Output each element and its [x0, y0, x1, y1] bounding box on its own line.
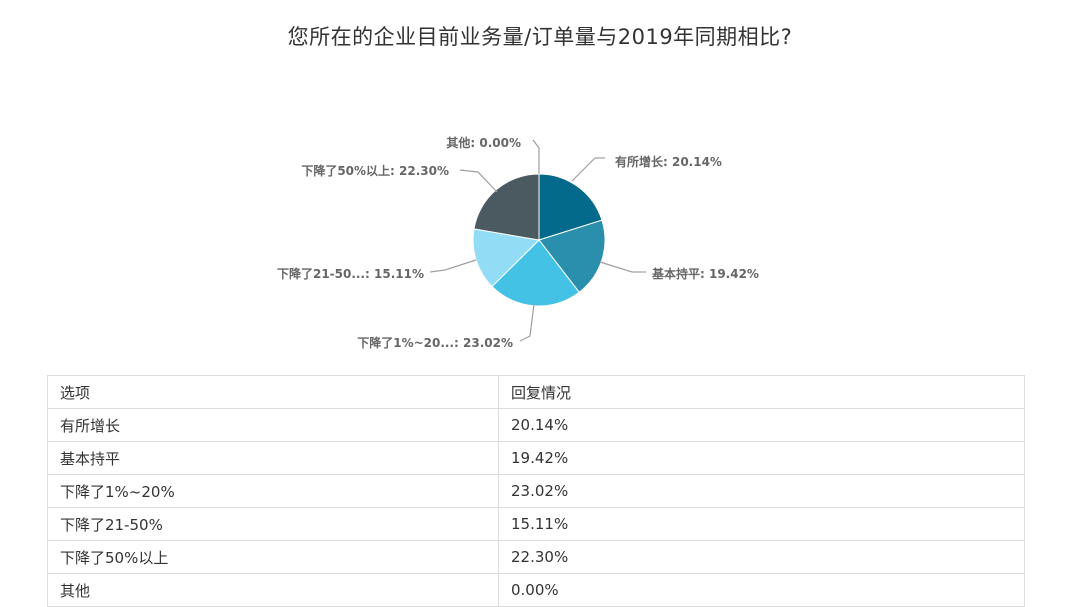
table-row: 下降了21-50% 15.11% — [47, 507, 1025, 541]
value-cell: 19.42% — [498, 441, 1025, 475]
value-cell: 23.02% — [498, 474, 1025, 508]
pie-leader-line — [599, 261, 646, 273]
value-cell: 15.11% — [498, 507, 1025, 541]
option-cell: 下降了21-50% — [47, 507, 499, 541]
pie-slice-2[interactable] — [538, 219, 606, 294]
pie-label: 基本持平: 19.42% — [651, 266, 759, 281]
table-row: 下降了1%~20% 23.02% — [47, 474, 1025, 508]
pie-leader-line — [571, 157, 605, 182]
results-table: 选项 回复情况 有所增长 20.14% 基本持平 19.42% 下降了1%~20… — [47, 375, 1025, 607]
pie-label: 其他: 0.00% — [446, 135, 521, 150]
header-option: 选项 — [47, 375, 499, 409]
pie-slice-1[interactable] — [538, 173, 603, 241]
header-response: 回复情况 — [498, 375, 1025, 409]
value-cell: 20.14% — [498, 408, 1025, 442]
pie-leader-line — [429, 259, 477, 273]
table-row: 基本持平 19.42% — [47, 441, 1025, 475]
pie-leader-line — [519, 303, 535, 342]
chart-title: 您所在的企业目前业务量/订单量与2019年同期相比? — [287, 25, 793, 49]
pie-slice-4[interactable] — [472, 228, 541, 288]
pie-label: 下降了21-50...: 15.11% — [277, 266, 424, 281]
pie-label: 下降了50%以上: 22.30% — [301, 163, 449, 178]
option-cell: 有所增长 — [47, 408, 499, 442]
option-cell: 下降了1%~20% — [47, 474, 499, 508]
option-cell: 基本持平 — [47, 441, 499, 475]
pie-slice-3[interactable] — [491, 239, 580, 307]
pie-leader-line — [459, 169, 498, 193]
option-cell: 下降了50%以上 — [47, 540, 499, 574]
pie-chart: 有所增长: 20.14% 基本持平: 19.42% 下降了1%~20...: 23.… — [277, 135, 759, 350]
table-header-row: 选项 回复情况 — [47, 375, 1025, 409]
option-cell: 其他 — [47, 573, 499, 607]
value-cell: 22.30% — [498, 540, 1025, 574]
table-row: 其他 0.00% — [47, 573, 1025, 607]
pie-slice-5[interactable] — [473, 173, 540, 241]
value-cell: 0.00% — [498, 573, 1025, 607]
table-row: 下降了50%以上 22.30% — [47, 540, 1025, 574]
pie-label: 有所增长: 20.14% — [615, 154, 722, 169]
pie-label: 下降了1%~20...: 23.02% — [357, 335, 513, 350]
pie-leader-line — [532, 139, 540, 174]
table-row: 有所增长 20.14% — [47, 408, 1025, 442]
